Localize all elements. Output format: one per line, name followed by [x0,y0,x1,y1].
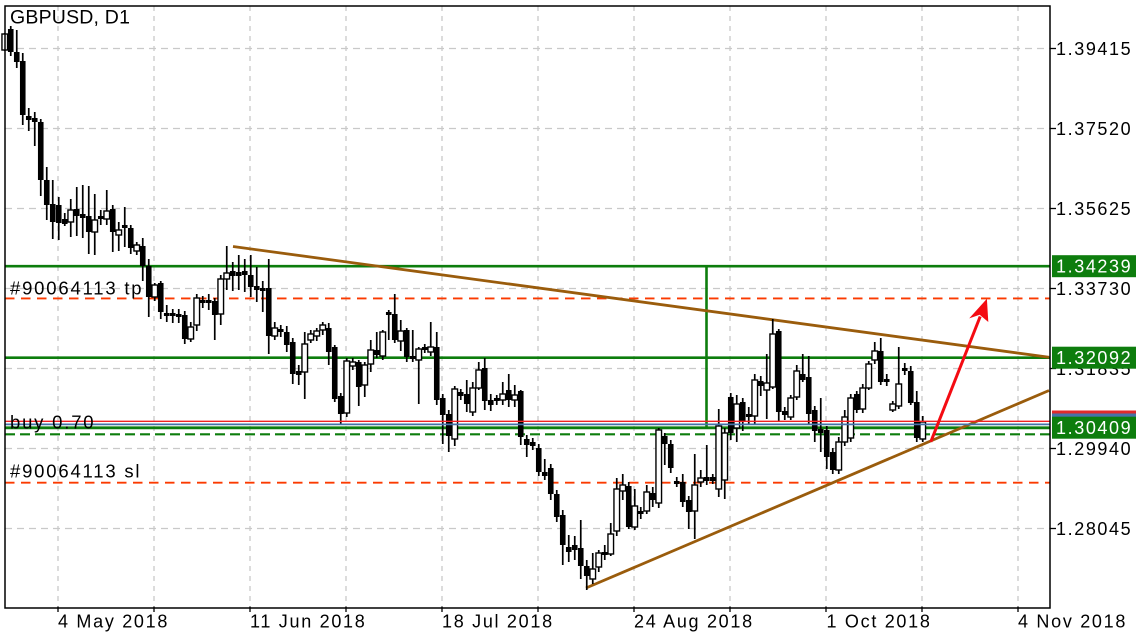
svg-text:1.28045: 1.28045 [1056,519,1132,539]
svg-text:1.35625: 1.35625 [1056,199,1132,219]
svg-text:#90064113 tp: #90064113 tp [10,278,143,299]
svg-text:1.30409: 1.30409 [1056,418,1132,438]
svg-text:18 Jul 2018: 18 Jul 2018 [442,612,554,632]
svg-text:1 Oct 2018: 1 Oct 2018 [827,612,932,632]
svg-text:24 Aug 2018: 24 Aug 2018 [634,612,754,632]
svg-text:1.33730: 1.33730 [1056,279,1132,299]
svg-text:4 May 2018: 4 May 2018 [58,612,169,632]
svg-text:1.29940: 1.29940 [1056,439,1132,459]
svg-text:1.39415: 1.39415 [1056,39,1132,59]
svg-text:11 Jun 2018: 11 Jun 2018 [250,612,366,632]
svg-text:buy 0.70: buy 0.70 [10,412,95,433]
svg-text:#90064113 sl: #90064113 sl [10,461,141,482]
svg-text:GBPUSD, D1: GBPUSD, D1 [10,7,130,29]
svg-text:1.37520: 1.37520 [1056,119,1132,139]
svg-text:1.34239: 1.34239 [1056,257,1132,277]
svg-text:4 Nov 2018: 4 Nov 2018 [1018,612,1127,632]
svg-text:1.32092: 1.32092 [1056,348,1132,368]
